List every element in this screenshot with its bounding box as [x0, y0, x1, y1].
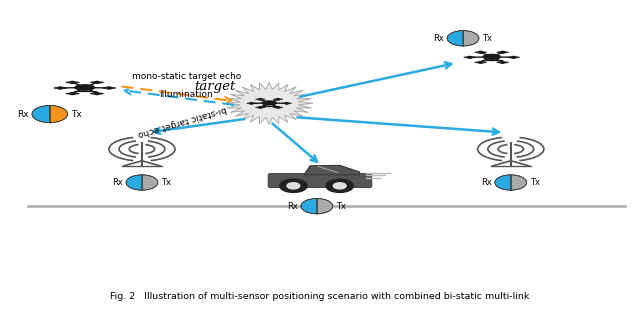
Ellipse shape — [273, 98, 283, 100]
Circle shape — [333, 183, 346, 189]
Ellipse shape — [474, 51, 487, 53]
Text: Rx: Rx — [112, 178, 123, 187]
Polygon shape — [304, 165, 360, 175]
Wedge shape — [495, 175, 511, 190]
Wedge shape — [511, 175, 527, 190]
Circle shape — [285, 103, 288, 104]
Text: Rx: Rx — [287, 202, 298, 211]
Wedge shape — [126, 175, 142, 190]
Wedge shape — [317, 198, 333, 214]
Circle shape — [280, 179, 307, 193]
Circle shape — [287, 183, 300, 189]
Circle shape — [501, 51, 504, 53]
Ellipse shape — [246, 102, 257, 104]
Text: Rx: Rx — [17, 109, 29, 118]
Text: bi-static target echo: bi-static target echo — [136, 104, 227, 138]
Polygon shape — [226, 82, 312, 124]
Text: Tx: Tx — [161, 178, 171, 187]
Text: Rx: Rx — [433, 34, 444, 43]
Text: Fig. 2   Illustration of multi-sensor positioning scenario with combined bi-stat: Fig. 2 Illustration of multi-sensor posi… — [110, 292, 530, 301]
Circle shape — [95, 81, 99, 83]
Ellipse shape — [255, 98, 266, 100]
Circle shape — [70, 93, 75, 95]
Text: illumination: illumination — [159, 91, 213, 100]
Circle shape — [501, 62, 504, 63]
Text: Tx: Tx — [482, 34, 492, 43]
Wedge shape — [301, 198, 317, 214]
Ellipse shape — [75, 85, 95, 90]
Wedge shape — [32, 105, 50, 123]
Ellipse shape — [255, 106, 266, 108]
Text: Tx: Tx — [530, 178, 540, 187]
Circle shape — [276, 107, 280, 108]
Text: Tx: Tx — [71, 109, 81, 118]
Text: Tx: Tx — [336, 202, 346, 211]
Wedge shape — [447, 30, 463, 46]
Ellipse shape — [496, 61, 509, 63]
Wedge shape — [463, 30, 479, 46]
Ellipse shape — [262, 101, 276, 105]
Ellipse shape — [65, 81, 79, 84]
Circle shape — [259, 107, 262, 108]
Ellipse shape — [463, 56, 476, 58]
Circle shape — [70, 81, 75, 83]
Ellipse shape — [53, 87, 67, 89]
Circle shape — [259, 99, 262, 100]
Wedge shape — [50, 105, 68, 123]
Ellipse shape — [90, 92, 104, 95]
Circle shape — [95, 93, 99, 95]
Ellipse shape — [483, 54, 500, 59]
Text: target: target — [195, 80, 236, 93]
Ellipse shape — [65, 92, 79, 95]
Circle shape — [326, 179, 353, 193]
Circle shape — [276, 99, 280, 100]
Ellipse shape — [282, 102, 292, 104]
Circle shape — [512, 56, 515, 58]
Ellipse shape — [90, 81, 104, 84]
Circle shape — [479, 51, 483, 53]
FancyBboxPatch shape — [268, 174, 372, 188]
Circle shape — [250, 103, 253, 104]
Ellipse shape — [273, 106, 283, 108]
Circle shape — [468, 56, 472, 58]
Circle shape — [479, 62, 483, 63]
Ellipse shape — [474, 61, 487, 63]
Wedge shape — [142, 175, 158, 190]
Circle shape — [107, 87, 111, 89]
Ellipse shape — [102, 87, 116, 89]
Ellipse shape — [496, 51, 509, 53]
Circle shape — [58, 87, 62, 89]
Ellipse shape — [508, 56, 520, 58]
Text: Rx: Rx — [481, 178, 492, 187]
Text: mono-static target echo: mono-static target echo — [132, 72, 241, 81]
